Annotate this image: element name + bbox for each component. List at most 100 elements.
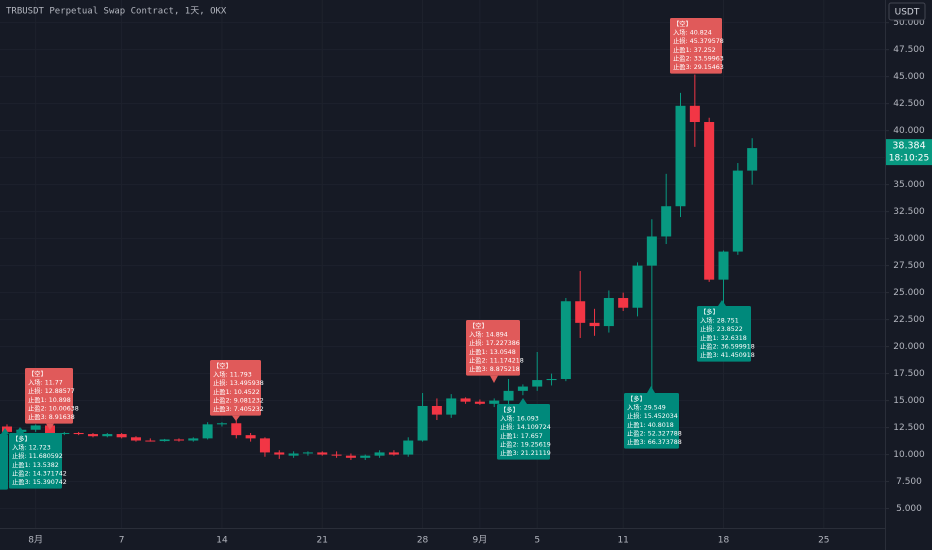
candle-body <box>589 322 600 327</box>
candle-body <box>460 398 471 402</box>
y-tick-label: 45.000 <box>893 72 925 82</box>
candle-body <box>2 426 12 432</box>
signal-text: 止盈2: 19.25619 <box>500 439 551 448</box>
signal-text: 止损: 17.227386 <box>469 338 520 347</box>
candle-body <box>603 298 614 327</box>
candle-body <box>173 439 184 441</box>
candle-body <box>102 434 113 437</box>
signal-text: 止盈1: 13.5382 <box>12 460 59 469</box>
signal-text: 入场: 16.093 <box>500 414 539 423</box>
signal-text: 止损: 23.8522 <box>700 324 743 333</box>
signal-text: 止损: 15.452034 <box>627 411 678 420</box>
countdown-label: 18:10:25 <box>889 154 929 164</box>
x-tick-label: 8月 <box>28 535 43 546</box>
signal-pointer <box>232 415 240 421</box>
y-tick-label: 22.500 <box>893 315 925 325</box>
candle-body <box>216 423 227 425</box>
candle-body <box>188 438 199 441</box>
candle-body <box>575 301 586 323</box>
signal-text: 入场: 28.751 <box>700 316 739 325</box>
candle-body <box>560 301 571 379</box>
signal-text: 止盈2: 9.081232 <box>213 395 264 404</box>
candle-body <box>431 405 442 415</box>
y-tick-label: 47.500 <box>893 45 925 55</box>
signal-box <box>210 360 261 416</box>
candle-body <box>116 434 127 438</box>
signal-text: 止盈1: 17.657 <box>500 431 543 440</box>
candle-body <box>360 455 371 458</box>
signal-text: 止盈2: 10.00638 <box>28 403 79 412</box>
signal-text: 止盈1: 13.0548 <box>469 347 516 356</box>
x-tick-label: 18 <box>718 536 730 546</box>
candle-body <box>661 206 672 237</box>
signal-pointer <box>490 375 498 383</box>
x-tick-label: 9月 <box>473 535 488 546</box>
signal-box <box>497 404 550 460</box>
signal-text: 止盈3: 21.21119 <box>500 448 551 457</box>
y-tick-label: 50.000 <box>893 18 925 28</box>
signal-text: 止盈3: 29.15463 <box>673 62 724 71</box>
candle-body <box>503 390 514 401</box>
signal-text: 止盈3: 7.405232 <box>213 404 264 413</box>
candle-body <box>288 453 299 456</box>
candle-body <box>546 378 557 381</box>
signal-text: 止盈2: 14.371742 <box>12 468 67 477</box>
signal-text: 【空】 <box>213 361 232 370</box>
candle-body <box>317 452 328 455</box>
candle-body <box>259 438 270 453</box>
candle-body <box>302 452 313 454</box>
signal-pointer <box>46 423 54 430</box>
candle-body <box>374 452 385 456</box>
candle-body <box>30 425 41 430</box>
x-tick-label: 11 <box>617 536 628 546</box>
candle-body <box>489 400 500 404</box>
y-tick-label: 5.000 <box>896 504 922 514</box>
candle-body <box>87 434 98 437</box>
signal-text: 【空】 <box>673 19 692 28</box>
signal-text: 止盈1: 37.252 <box>673 45 716 54</box>
signal-text: 止盈3: 15.390742 <box>12 477 67 486</box>
y-tick-label: 17.500 <box>893 369 925 379</box>
signal-text: 止盈2: 11.174218 <box>469 355 524 364</box>
candle-body <box>130 437 141 441</box>
y-tick-label: 27.500 <box>893 261 925 271</box>
signal-box <box>0 434 8 490</box>
last-price-label: 38.384 <box>892 141 925 152</box>
candle-body <box>689 105 700 123</box>
x-tick-label: 21 <box>317 536 328 546</box>
y-tick-label: 35.000 <box>893 180 925 190</box>
signal-text: 入场: 14.894 <box>469 330 508 339</box>
candle-body <box>446 398 457 415</box>
grid <box>0 0 885 528</box>
chart-title: TRBUSDT Perpetual Swap Contract, 1天, OKX <box>6 7 227 17</box>
signal-box <box>624 393 679 449</box>
signal-box <box>25 368 73 424</box>
x-tick-label: 14 <box>216 536 228 546</box>
signal-text: 止盈3: 41.450918 <box>700 350 755 359</box>
signal-text: 止损: 13.495938 <box>213 378 264 387</box>
y-tick-label: 40.000 <box>893 126 925 136</box>
signal-text: 【多】 <box>500 405 519 414</box>
signal-pointer <box>1 428 9 434</box>
signal-text: 止损: 12.88577 <box>28 386 75 395</box>
currency-button[interactable] <box>888 2 926 21</box>
candle-body <box>245 435 256 439</box>
candle-body <box>618 298 629 308</box>
currency-label[interactable]: USDT <box>895 8 920 18</box>
signal-text: 止盈3: 8.91638 <box>28 412 75 421</box>
y-tick-label: 20.000 <box>893 342 925 352</box>
signal-box <box>466 320 520 376</box>
x-tick-label: 25 <box>818 536 829 546</box>
candle-body <box>747 148 758 171</box>
signal-box <box>697 306 751 362</box>
signal-text: 入场: 12.723 <box>12 443 51 452</box>
candle-body <box>388 452 399 455</box>
candle-body <box>474 401 485 404</box>
